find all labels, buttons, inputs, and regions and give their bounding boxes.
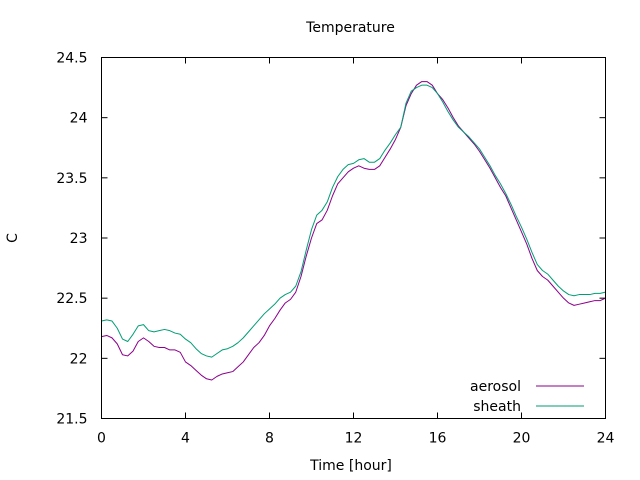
y-tick-label: 22 xyxy=(70,351,88,367)
legend: aerosol sheath xyxy=(470,379,584,415)
legend-label-aerosol: aerosol xyxy=(470,379,521,395)
y-tick-label: 24 xyxy=(70,111,88,127)
x-tick-label: 0 xyxy=(97,431,106,447)
y-tick-label: 22.5 xyxy=(56,291,87,307)
y-tick-label: 23.5 xyxy=(56,171,87,187)
plot-frame xyxy=(101,57,606,419)
series-line-aerosol xyxy=(101,81,606,381)
series-line-sheath xyxy=(101,84,606,358)
y-tick-label: 21.5 xyxy=(56,412,87,428)
x-tick-label: 24 xyxy=(597,431,615,447)
x-tick-label: 12 xyxy=(345,431,363,447)
y-tick-label: 23 xyxy=(70,231,88,247)
series-layer xyxy=(101,81,606,381)
x-tick-label: 16 xyxy=(429,431,447,447)
y-axis-label: C xyxy=(5,233,21,243)
x-tick-label: 4 xyxy=(181,431,190,447)
chart-title: Temperature xyxy=(305,20,395,36)
y-tick-label: 24.5 xyxy=(56,51,87,67)
x-tick-label: 8 xyxy=(265,431,274,447)
x-axis-label: Time [hour] xyxy=(309,458,392,474)
x-tick-label: 20 xyxy=(513,431,531,447)
legend-label-sheath: sheath xyxy=(473,399,521,415)
